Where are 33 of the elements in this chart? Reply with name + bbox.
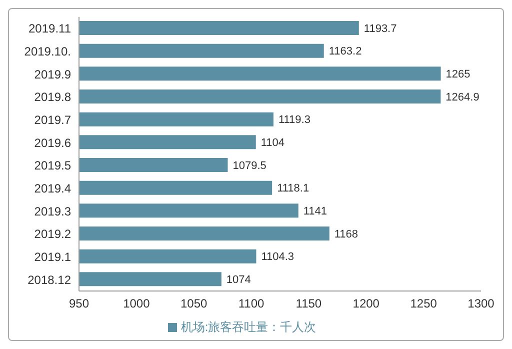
data-label: 1163.2 bbox=[328, 46, 362, 58]
y-tick-label: 2019.1 bbox=[34, 250, 72, 264]
y-tick-label: 2019.10. bbox=[24, 44, 71, 59]
data-label: 1079.5 bbox=[232, 160, 266, 172]
data-label: 1104.3 bbox=[261, 251, 294, 264]
x-tick-label: 1000 bbox=[123, 296, 150, 311]
y-tick-label: 2019.9 bbox=[34, 67, 72, 82]
y-tick-label: 2019.7 bbox=[34, 113, 72, 128]
x-tick-label: 950 bbox=[68, 296, 90, 311]
y-tick-label: 2019.4 bbox=[34, 182, 72, 196]
data-label: 1119.3 bbox=[278, 114, 310, 126]
y-tick-label: 2019.8 bbox=[34, 90, 72, 104]
data-label: 1193.7 bbox=[364, 22, 397, 35]
data-label: 1168 bbox=[334, 228, 358, 240]
y-tick-label: 2019.3 bbox=[34, 204, 72, 218]
x-tick-label: 1250 bbox=[410, 296, 438, 311]
data-label: 1265 bbox=[446, 68, 470, 81]
y-tick-label: 2019.11 bbox=[28, 22, 72, 36]
x-tick-label: 1300 bbox=[468, 296, 495, 311]
y-tick-label: 2019.2 bbox=[34, 227, 72, 242]
y-tick-label: 2018.12 bbox=[28, 272, 72, 287]
x-tick-label: 1100 bbox=[238, 296, 265, 311]
data-label: 1118.1 bbox=[277, 182, 310, 195]
legend-label: 机场:旅客吞吐量：千人次 bbox=[180, 320, 316, 334]
x-tick-label: 1200 bbox=[352, 296, 380, 311]
y-tick-label: 2019.5 bbox=[34, 158, 72, 173]
x-tick-label: 1150 bbox=[296, 296, 322, 311]
y-tick-label: 2019.6 bbox=[34, 136, 72, 150]
data-label: 1104 bbox=[260, 137, 285, 150]
data-label: 1074 bbox=[226, 274, 251, 286]
data-label: 1264.9 bbox=[446, 91, 480, 104]
x-tick-label: 1050 bbox=[180, 296, 208, 311]
data-label: 1141 bbox=[303, 206, 328, 218]
